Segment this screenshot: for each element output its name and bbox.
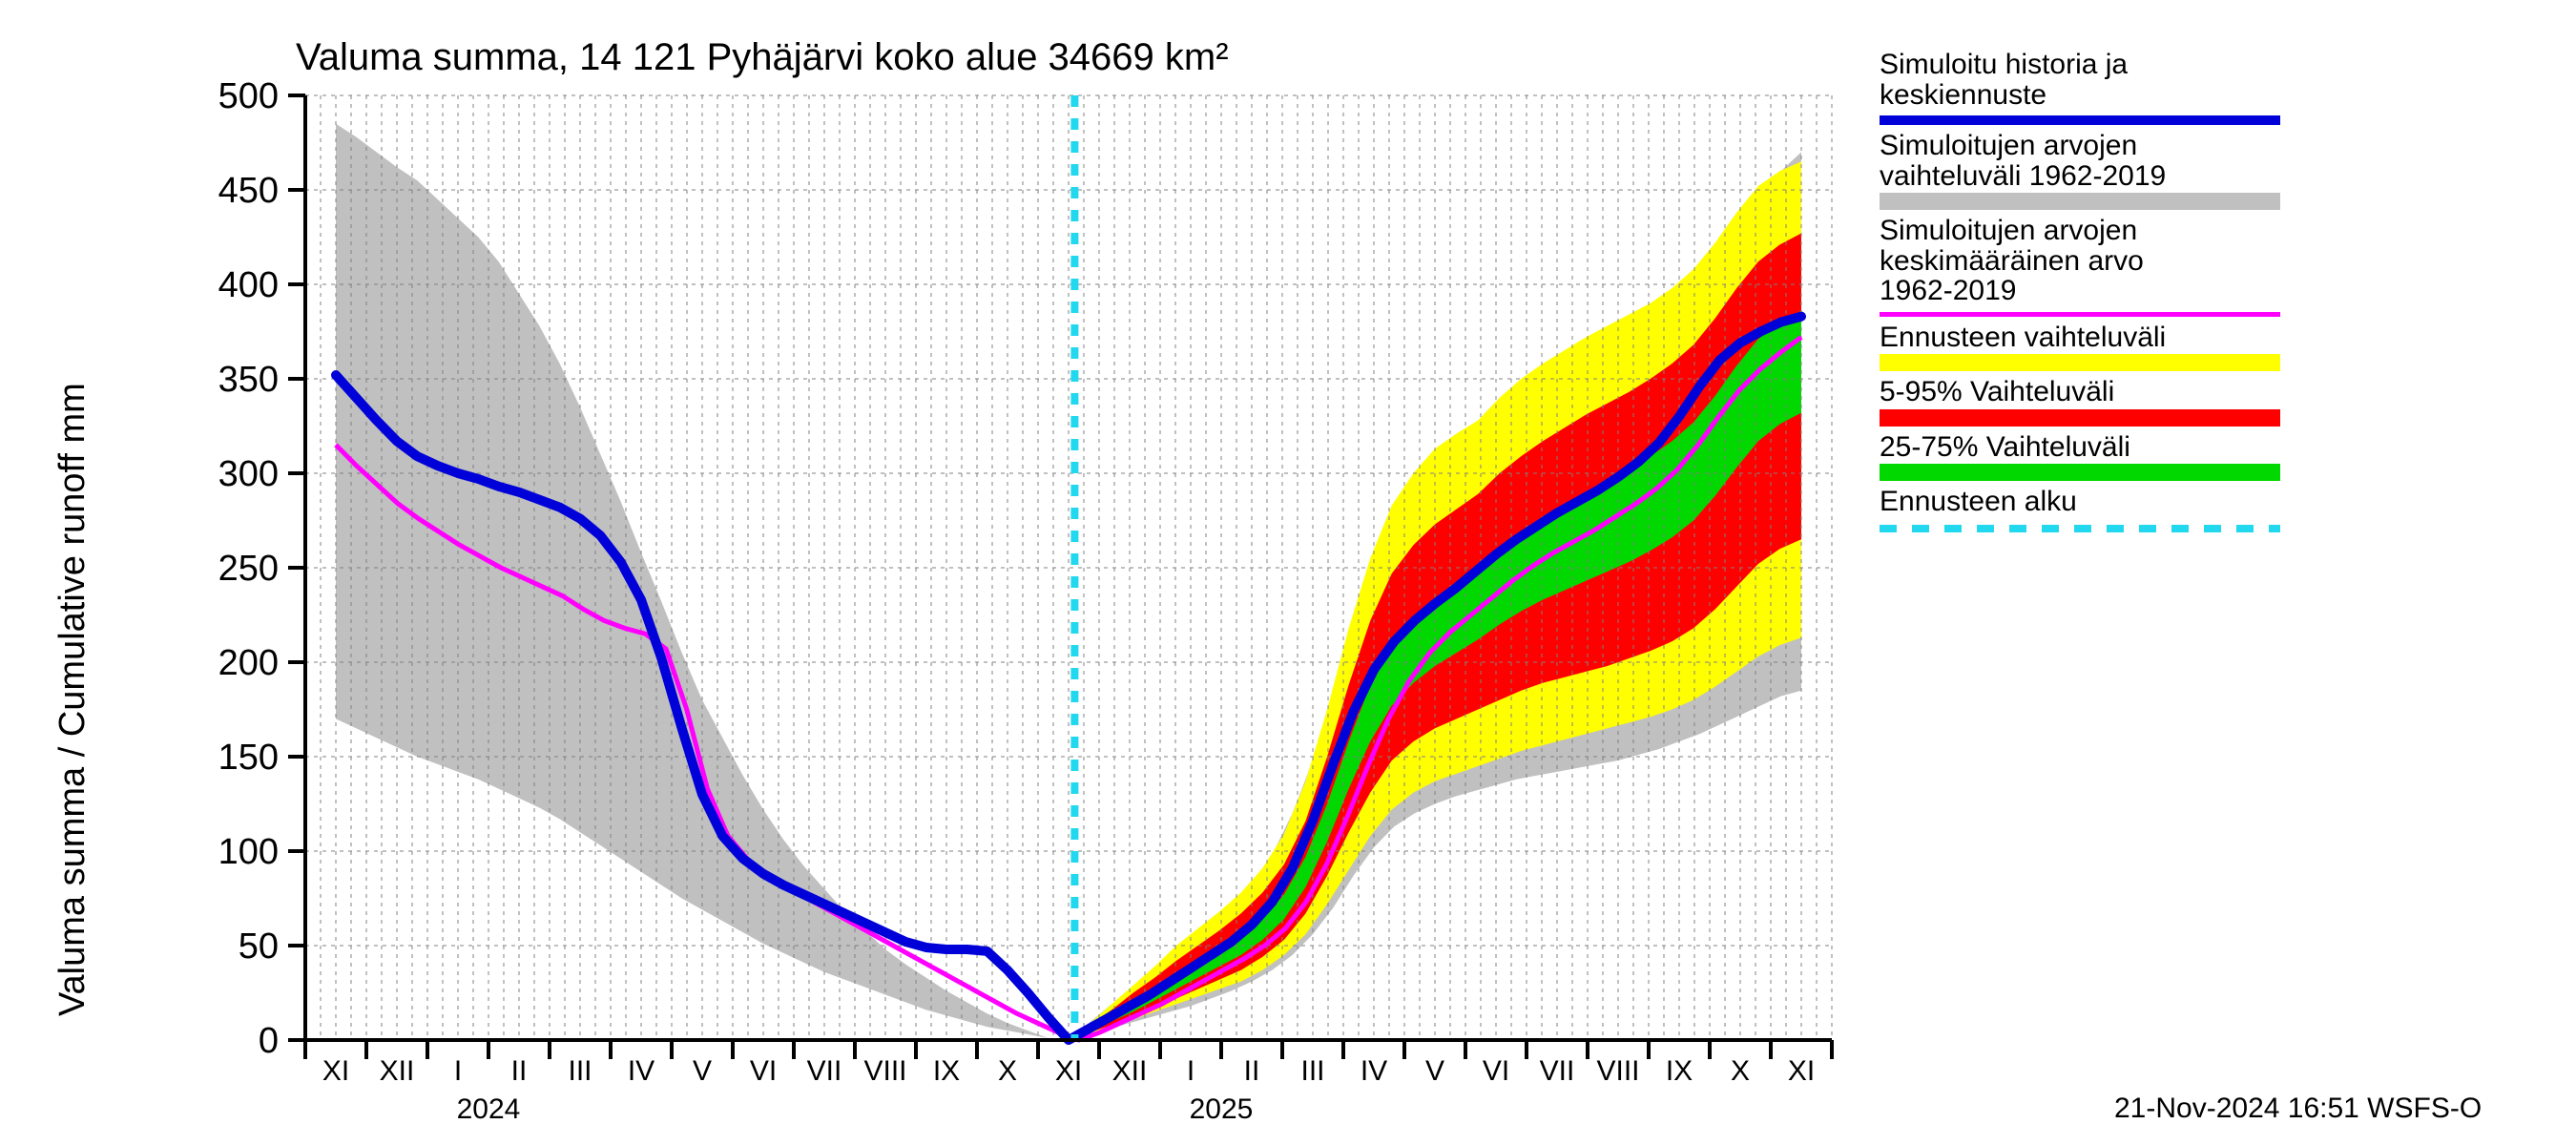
x-tick-label: V	[1425, 1055, 1444, 1087]
x-tick-label: VII	[1540, 1055, 1575, 1087]
legend-swatch	[1880, 464, 2280, 481]
x-tick-label: VIII	[863, 1055, 906, 1087]
legend-entry: Simuloitujen arvojenvaihteluväli 1962-20…	[1880, 131, 2547, 210]
y-tick-label: 50	[239, 926, 279, 967]
x-tick-label: XI	[1788, 1055, 1815, 1087]
chart-container: { "title": "Valuma summa, 14 121 Pyhäjär…	[0, 0, 2576, 1145]
x-tick-label: VI	[1483, 1055, 1509, 1087]
x-tick-label: VII	[807, 1055, 842, 1087]
x-tick-label: X	[1731, 1055, 1750, 1087]
y-tick-label: 100	[218, 832, 279, 872]
timestamp-label: 21-Nov-2024 16:51 WSFS-O	[2114, 1093, 2482, 1125]
y-tick-label: 400	[218, 265, 279, 305]
legend-entry: Ennusteen vaihteluväli	[1880, 323, 2547, 372]
x-tick-label: II	[1244, 1055, 1260, 1087]
legend-label: Simuloitu historia jakeskiennuste	[1880, 50, 2547, 110]
x-year-label: 2025	[1190, 1093, 1254, 1125]
legend-swatch	[1880, 312, 2280, 317]
x-tick-label: XI	[322, 1055, 349, 1087]
x-tick-label: VIII	[1596, 1055, 1639, 1087]
y-tick-label: 250	[218, 549, 279, 589]
x-tick-label: IX	[933, 1055, 960, 1087]
x-tick-label: V	[693, 1055, 712, 1087]
legend-label: Simuloitujen arvojenvaihteluväli 1962-20…	[1880, 131, 2547, 191]
x-year-label: 2024	[457, 1093, 521, 1125]
y-tick-label: 200	[218, 643, 279, 683]
legend-label: 25-75% Vaihteluväli	[1880, 432, 2547, 463]
legend-swatch	[1880, 354, 2280, 371]
legend-entry: 5-95% Vaihteluväli	[1880, 377, 2547, 427]
x-tick-label: VI	[750, 1055, 777, 1087]
x-tick-label: I	[1187, 1055, 1195, 1087]
legend-entry: Simuloitujen arvojenkeskimääräinen arvo …	[1880, 216, 2547, 317]
legend-swatch	[1880, 409, 2280, 427]
x-tick-label: XII	[1112, 1055, 1148, 1087]
legend-label: Simuloitujen arvojenkeskimääräinen arvo …	[1880, 216, 2547, 306]
y-tick-label: 0	[259, 1021, 279, 1061]
x-tick-label: III	[568, 1055, 592, 1087]
x-tick-label: II	[511, 1055, 528, 1087]
y-tick-label: 450	[218, 171, 279, 211]
legend-entry: Ennusteen alku	[1880, 487, 2547, 532]
y-tick-label: 150	[218, 738, 279, 778]
legend-entry: Simuloitu historia jakeskiennuste	[1880, 50, 2547, 125]
legend-label: Ennusteen vaihteluväli	[1880, 323, 2547, 353]
y-tick-label: 500	[218, 76, 279, 116]
x-tick-label: IV	[628, 1055, 654, 1087]
legend-entry: 25-75% Vaihteluväli	[1880, 432, 2547, 482]
y-tick-label: 350	[218, 360, 279, 400]
x-tick-label: X	[998, 1055, 1017, 1087]
legend-swatch	[1880, 525, 2280, 532]
legend-label: Ennusteen alku	[1880, 487, 2547, 517]
x-tick-label: XI	[1055, 1055, 1082, 1087]
legend-label: 5-95% Vaihteluväli	[1880, 377, 2547, 407]
legend: Simuloitu historia jakeskiennuste Simuloi…	[1880, 50, 2547, 540]
x-tick-label: IX	[1666, 1055, 1693, 1087]
x-tick-label: XII	[380, 1055, 415, 1087]
y-tick-label: 300	[218, 454, 279, 494]
legend-swatch	[1880, 193, 2280, 210]
x-tick-label: I	[454, 1055, 462, 1087]
x-tick-label: III	[1300, 1055, 1324, 1087]
legend-swatch	[1880, 115, 2280, 125]
x-tick-label: IV	[1361, 1055, 1387, 1087]
